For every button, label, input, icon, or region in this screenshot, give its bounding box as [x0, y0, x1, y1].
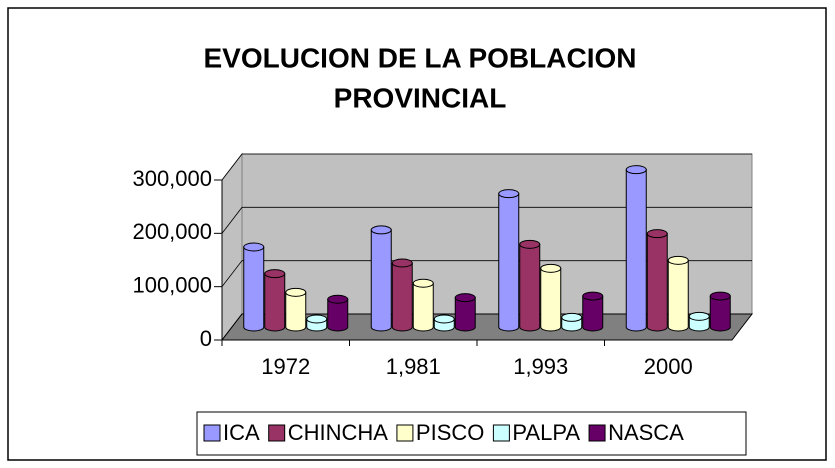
- bar: [433, 314, 455, 332]
- bar: [519, 239, 541, 332]
- bar-body: [540, 267, 562, 332]
- legend-swatch: [268, 424, 286, 442]
- bar: [667, 255, 689, 332]
- bar-top: [561, 312, 583, 322]
- bar-top: [391, 258, 413, 268]
- x-tick-label: 1,981: [386, 354, 441, 379]
- x-tick-label: 2000: [644, 354, 693, 379]
- bar-body: [519, 243, 541, 332]
- bar: [264, 269, 286, 332]
- bar: [243, 242, 265, 332]
- legend-label: PISCO: [416, 420, 484, 445]
- legend-label: ICA: [223, 420, 260, 445]
- bar-top: [285, 287, 307, 297]
- bar-top: [264, 269, 286, 279]
- bar-body: [582, 295, 604, 332]
- legend-label: PALPA: [512, 420, 580, 445]
- bar-top: [327, 294, 349, 304]
- bar-top: [433, 314, 455, 324]
- bar: [498, 189, 520, 332]
- bar-body: [412, 282, 434, 332]
- bar: [370, 225, 392, 332]
- bar: [540, 263, 562, 332]
- bar-top: [370, 225, 392, 235]
- bar: [391, 258, 413, 332]
- bar: [688, 311, 710, 332]
- bar-top: [688, 311, 710, 321]
- bar-body: [327, 298, 349, 332]
- legend-label: NASCA: [608, 420, 684, 445]
- legend-box: [196, 411, 747, 456]
- legend-swatch: [588, 424, 606, 442]
- side-wall: [221, 152, 243, 342]
- bar-body: [646, 233, 668, 332]
- grid-line: [221, 206, 752, 234]
- bar-body: [667, 259, 689, 332]
- legend-label: CHINCHA: [288, 420, 389, 445]
- bar-top: [625, 165, 647, 175]
- bar-top: [412, 278, 434, 288]
- bar: [454, 293, 476, 332]
- bar-body: [709, 295, 731, 332]
- bar-body: [370, 229, 392, 332]
- bar: [625, 165, 647, 332]
- legend-swatch: [203, 424, 221, 442]
- grid-line: [221, 153, 752, 181]
- bar-body: [264, 273, 286, 332]
- bar-body: [391, 262, 413, 332]
- bar: [285, 287, 307, 332]
- bar-body: [625, 169, 647, 332]
- y-tick-label: 200,000: [132, 219, 212, 244]
- bar: [709, 291, 731, 332]
- bar-top: [454, 293, 476, 303]
- bar-body: [285, 291, 307, 332]
- bar-top: [667, 255, 689, 265]
- grid-line: [221, 313, 752, 341]
- bar-body: [498, 193, 520, 332]
- bar: [582, 291, 604, 332]
- bar-top: [709, 291, 731, 301]
- bar-top: [519, 239, 541, 249]
- bar: [561, 312, 583, 332]
- y-tick-label: 0: [200, 326, 212, 351]
- bar-top: [306, 314, 328, 324]
- legend-swatch: [492, 424, 510, 442]
- bar-top: [582, 291, 604, 301]
- bar: [306, 314, 328, 332]
- grid-line: [221, 260, 752, 287]
- bar-top: [243, 242, 265, 252]
- chart-title: PROVINCIAL: [334, 82, 507, 113]
- y-tick-label: 300,000: [132, 166, 212, 191]
- bar-body: [454, 297, 476, 332]
- bar-body: [243, 246, 265, 332]
- x-tick-label: 1972: [261, 354, 310, 379]
- chart-title: EVOLUCION DE LA POBLACION: [204, 42, 637, 73]
- bar: [646, 229, 668, 332]
- x-tick-label: 1,993: [513, 354, 568, 379]
- bar-top: [498, 189, 520, 199]
- legend-swatch: [396, 424, 414, 442]
- bar: [412, 278, 434, 332]
- bar-top: [646, 229, 668, 239]
- bar: [327, 294, 349, 332]
- bar-top: [540, 263, 562, 273]
- y-tick-label: 100,000: [132, 272, 212, 297]
